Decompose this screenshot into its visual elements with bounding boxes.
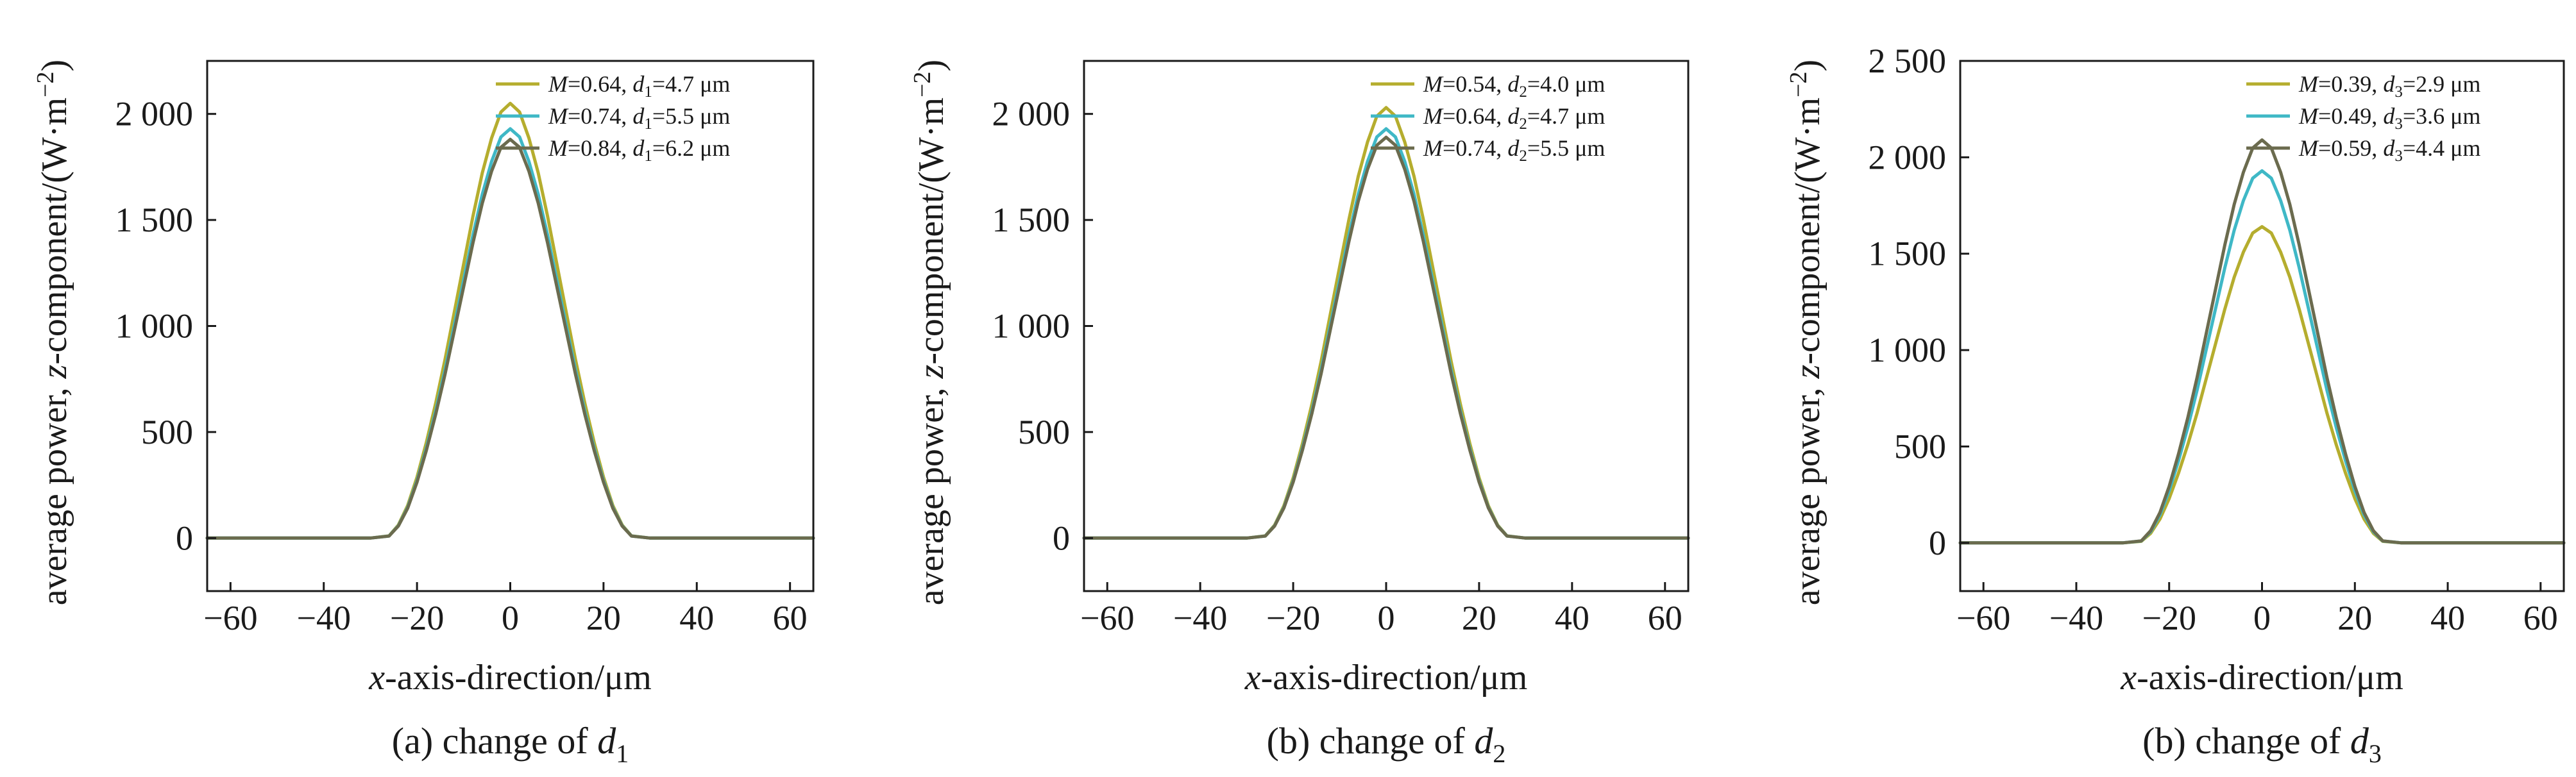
x-tick-label: −60 <box>1080 599 1134 637</box>
legend-label-1: M=0.39, d3=2.9 μm <box>2298 71 2480 101</box>
y-tick-label: 1 000 <box>115 307 194 346</box>
x-tick-label: −40 <box>2049 599 2103 637</box>
x-tick-label: 40 <box>679 599 714 637</box>
chart-panel-1: −60 −40 −20 0 20 40 60 0 500 1 000 1 500 2 000 x-axi… <box>32 60 815 768</box>
x-tick-label: 0 <box>2253 599 2271 637</box>
series-line-1 <box>1958 225 2566 545</box>
y-tick-label: 2 000 <box>1868 138 1947 176</box>
x-axis-title: x-axis-direction/μm <box>1244 658 1528 698</box>
legend-label-2: M=0.74, d1=5.5 μm <box>548 103 730 133</box>
series-line-1 <box>205 101 815 540</box>
x-tick-label: 60 <box>2523 599 2558 637</box>
legend-label-3: M=0.84, d1=6.2 μm <box>548 135 730 165</box>
y-tick-label: 0 <box>1929 524 1946 562</box>
x-tick-label: 40 <box>1555 599 1589 637</box>
legend: M=0.64, d1=4.7 μmM=0.74, d1=5.5 μmM=0.84… <box>496 71 730 165</box>
chart-panel-2: −60 −40 −20 0 20 40 60 0 500 1 000 1 500 2 000 x-axi… <box>909 60 1690 768</box>
y-tick-label: 0 <box>1053 519 1070 557</box>
series-line-2 <box>1082 127 1690 540</box>
x-tick-label: 20 <box>1462 599 1496 637</box>
x-tick-label: 0 <box>502 599 519 637</box>
legend-label-1: M=0.54, d2=4.0 μm <box>1423 71 1605 101</box>
legend-label-1: M=0.64, d1=4.7 μm <box>548 71 730 101</box>
x-tick-label: −40 <box>1173 599 1227 637</box>
y-tick-label: 2 500 <box>1868 42 1947 80</box>
x-axis-title: x-axis-direction/μm <box>2120 658 2403 698</box>
series-line-1 <box>1082 106 1690 540</box>
series-line-3 <box>1958 138 2566 545</box>
y-axis-title: average power, z-component/(W·m−2) <box>909 60 951 605</box>
x-axis-title: x-axis-direction/μm <box>368 658 652 698</box>
legend: M=0.54, d2=4.0 μmM=0.64, d2=4.7 μmM=0.74… <box>1371 71 1605 165</box>
panel-caption: (b) change of d3 <box>2142 720 2382 768</box>
x-tick-label: 20 <box>2337 599 2372 637</box>
x-tick-label: −60 <box>203 599 257 637</box>
y-tick-label: 500 <box>141 413 193 451</box>
series-line-2 <box>205 127 815 540</box>
y-tick-label: 500 <box>1018 413 1070 451</box>
y-tick-label: 0 <box>176 519 193 557</box>
x-tick-label: −20 <box>1266 599 1320 637</box>
legend-label-3: M=0.59, d3=4.4 μm <box>2298 135 2480 165</box>
chart-panel-3: −60 −40 −20 0 20 40 60 0 500 1 000 1 500 2 000 2 500… <box>1785 42 2566 768</box>
x-tick-label: 20 <box>586 599 621 637</box>
y-tick-label: 1 000 <box>1868 331 1947 369</box>
legend-label-3: M=0.74, d2=5.5 μm <box>1423 135 1605 165</box>
y-tick-label: 500 <box>1894 427 1946 465</box>
legend-label-2: M=0.49, d3=3.6 μm <box>2298 103 2480 133</box>
x-tick-label: 60 <box>1648 599 1682 637</box>
y-tick-label: 1 000 <box>992 307 1071 346</box>
legend-label-2: M=0.64, d2=4.7 μm <box>1423 103 1605 133</box>
x-tick-label: 40 <box>2430 599 2465 637</box>
y-tick-label: 1 500 <box>1868 235 1947 273</box>
y-tick-label: 2 000 <box>992 95 1071 133</box>
x-tick-label: −20 <box>2142 599 2196 637</box>
panel-caption: (b) change of d2 <box>1267 720 1506 768</box>
y-tick-label: 2 000 <box>115 95 194 133</box>
y-axis-title: average power, z-component/(W·m−2) <box>32 60 74 605</box>
y-axis-title: average power, z-component/(W·m−2) <box>1785 60 1827 605</box>
x-tick-label: −40 <box>296 599 350 637</box>
y-tick-label: 1 500 <box>115 201 194 239</box>
series-line-3 <box>205 137 815 540</box>
x-tick-label: 0 <box>1378 599 1395 637</box>
legend: M=0.39, d3=2.9 μmM=0.49, d3=3.6 μmM=0.59… <box>2246 71 2480 165</box>
panel-caption: (a) change of d1 <box>392 720 629 768</box>
y-tick-label: 1 500 <box>992 201 1071 239</box>
x-tick-label: −60 <box>1956 599 2010 637</box>
x-tick-label: 60 <box>773 599 808 637</box>
x-tick-label: −20 <box>390 599 444 637</box>
series-line-3 <box>1082 135 1690 540</box>
